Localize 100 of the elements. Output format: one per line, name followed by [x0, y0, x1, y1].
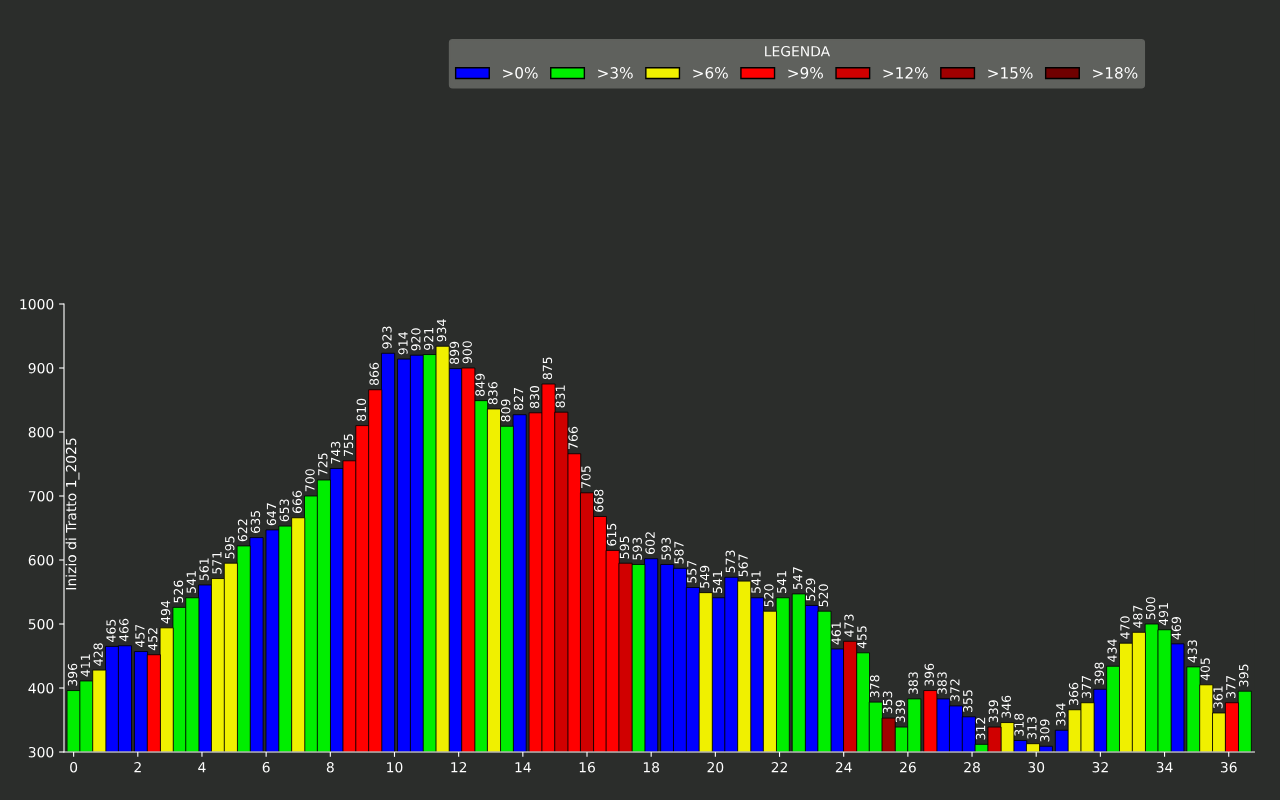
data-label: 921	[423, 328, 434, 350]
data-label: 318	[1014, 713, 1024, 736]
data-label: 487	[1133, 605, 1143, 628]
data-label: 934	[436, 319, 447, 342]
data-label: 500	[1145, 597, 1156, 620]
data-label: 900	[462, 341, 472, 364]
data-label: 377	[1226, 676, 1236, 698]
legend-label: >9%	[788, 67, 823, 79]
data-label: 461	[831, 622, 841, 645]
data-label: 383	[908, 672, 918, 695]
data-label: 914	[398, 332, 408, 355]
data-label: 473	[844, 614, 854, 637]
x-tick-label: 34	[1156, 761, 1173, 773]
data-label: 395	[1238, 664, 1249, 687]
data-label: 520	[764, 584, 774, 607]
data-label: 830	[529, 385, 540, 409]
data-label: 725	[318, 453, 328, 476]
data-label: 899	[449, 341, 460, 364]
data-label: 587	[674, 541, 684, 564]
data-label: 434	[1107, 639, 1117, 662]
data-label: 875	[542, 357, 553, 380]
legend-label: >0%	[503, 67, 538, 79]
data-label: 743	[330, 441, 341, 464]
data-label: 866	[369, 362, 379, 386]
y-tick-label: 1000	[20, 298, 54, 310]
data-label: 309	[1040, 719, 1050, 742]
data-label: 836	[488, 382, 498, 405]
x-tick-label: 20	[707, 761, 724, 773]
annotation: Inizio di Tratto 1_2025	[65, 438, 80, 590]
x-tick-label: 14	[515, 762, 531, 773]
data-label: 920	[411, 328, 421, 351]
x-tick-label: 26	[900, 761, 916, 773]
data-label: 313	[1027, 716, 1037, 739]
data-label: 355	[963, 690, 973, 713]
legend-label: >15%	[988, 67, 1033, 79]
data-label: 353	[882, 691, 893, 714]
data-label: 405	[1200, 658, 1210, 681]
data-label: 849	[475, 373, 485, 396]
data-label: 334	[1056, 703, 1066, 726]
x-tick-label: 30	[1028, 761, 1045, 773]
data-label: 595	[619, 536, 630, 559]
data-label: 571	[212, 552, 222, 574]
data-label: 561	[199, 558, 209, 581]
x-tick-label: 12	[451, 761, 467, 773]
legend-label: >12%	[883, 67, 928, 79]
data-label: 396	[67, 663, 78, 686]
data-label: 361	[1213, 686, 1223, 709]
y-tick-label: 900	[28, 362, 54, 374]
data-label: 339	[988, 700, 999, 723]
y-tick-label: 800	[28, 426, 54, 438]
data-label: 635	[250, 510, 261, 533]
data-label: 593	[661, 537, 671, 560]
data-label: 653	[279, 499, 290, 522]
x-tick-label: 2	[134, 761, 141, 773]
x-tick-label: 4	[198, 762, 206, 773]
x-tick-label: 22	[771, 761, 787, 773]
data-label: 595	[225, 536, 235, 559]
data-label: 567	[738, 554, 748, 577]
legend-title: LEGENDA	[765, 46, 831, 57]
data-label: 541	[751, 571, 761, 593]
data-label: 398	[1094, 662, 1105, 685]
data-label: 810	[356, 398, 367, 421]
x-tick-label: 18	[643, 761, 660, 773]
data-label: 383	[937, 672, 947, 695]
legend-label: >6%	[693, 67, 728, 79]
x-tick-label: 10	[387, 761, 403, 773]
data-label: 377	[1081, 676, 1092, 698]
data-label: 622	[237, 519, 248, 542]
data-label: 339	[895, 700, 906, 723]
data-label: 433	[1187, 640, 1198, 663]
data-label: 469	[1171, 617, 1182, 640]
data-label: 452	[148, 628, 158, 651]
data-label: 593	[632, 537, 642, 560]
data-label: 557	[687, 560, 697, 583]
data-label: 491	[1158, 603, 1169, 626]
data-label: 541	[186, 571, 196, 593]
data-label: 529	[805, 578, 816, 601]
data-label: 666	[292, 490, 302, 514]
y-tick-label: 300	[28, 746, 54, 758]
x-tick-label: 8	[326, 761, 334, 773]
data-label: 378	[869, 675, 880, 698]
x-tick-label: 24	[835, 761, 852, 773]
data-label: 470	[1120, 616, 1130, 639]
y-tick-label: 400	[28, 682, 54, 694]
data-label: 494	[160, 600, 171, 624]
y-tick-label: 600	[28, 554, 54, 566]
data-label: 766	[568, 426, 578, 449]
x-tick-label: 0	[70, 761, 78, 773]
data-label: 346	[1001, 695, 1011, 718]
data-label: 668	[594, 489, 604, 512]
data-label: 457	[135, 624, 145, 648]
data-label: 573	[725, 550, 736, 573]
x-tick-label: 36	[1220, 761, 1237, 773]
y-tick-label: 500	[28, 618, 54, 630]
data-label: 541	[777, 571, 787, 593]
data-label: 647	[266, 503, 277, 526]
data-label: 366	[1068, 682, 1079, 705]
data-label: 809	[500, 399, 511, 422]
data-label: 602	[645, 532, 655, 555]
data-label: 520	[818, 584, 829, 607]
